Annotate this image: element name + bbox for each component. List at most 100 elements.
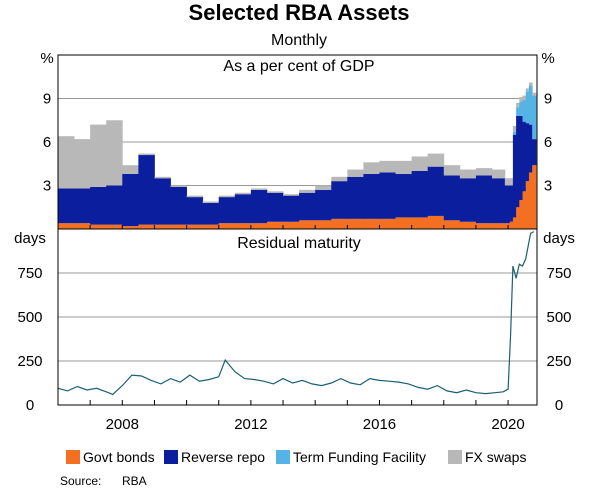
bar-govt-bonds — [331, 218, 348, 229]
top-right-tick-label: 9 — [544, 91, 552, 108]
bar-fx-swaps — [491, 169, 506, 179]
bar-term-funding-facility — [525, 91, 530, 124]
bar-reverse-repo — [266, 192, 284, 222]
x-tick-label: 2008 — [106, 416, 139, 433]
top-left-unit: % — [40, 50, 53, 67]
bar-reverse-repo — [443, 175, 461, 221]
bar-reverse-repo — [411, 171, 429, 218]
bar-govt-bonds — [283, 221, 300, 229]
bar-reverse-repo — [491, 178, 506, 224]
bar-fx-swaps — [528, 82, 533, 86]
bottom-right-tick-label: 750 — [546, 265, 571, 282]
bar-reverse-repo — [395, 173, 413, 218]
legend-item-term-funding-facility: Term Funding Facility — [276, 449, 426, 465]
bar-term-funding-facility — [519, 101, 523, 116]
bar-govt-bonds — [234, 223, 252, 229]
bar-govt-bonds — [504, 223, 511, 229]
bar-reverse-repo — [122, 173, 139, 227]
legend-label: Term Funding Facility — [293, 449, 426, 465]
bar-reverse-repo — [504, 185, 511, 224]
top-panel-title: As a per cent of GDP — [223, 58, 374, 75]
bar-reverse-repo — [519, 115, 523, 200]
bottom-right-unit: days — [543, 230, 575, 247]
bar-fx-swaps — [427, 153, 445, 167]
bar-term-funding-facility — [532, 95, 537, 140]
legend-swatch — [276, 450, 290, 464]
bar-govt-bonds — [509, 221, 514, 229]
bar-reverse-repo — [331, 181, 348, 219]
bar-reverse-repo — [299, 192, 316, 221]
bar-reverse-repo — [522, 121, 527, 192]
bar-govt-bonds — [411, 217, 429, 229]
bar-fx-swaps — [532, 92, 537, 96]
bar-fx-swaps — [202, 201, 220, 203]
bar-reverse-repo — [106, 185, 123, 225]
bar-govt-bonds — [363, 218, 380, 229]
bar-reverse-repo — [528, 124, 533, 173]
bar-reverse-repo — [532, 139, 537, 166]
bar-fx-swaps — [519, 97, 523, 102]
bar-fx-swaps — [379, 160, 396, 173]
bar-govt-bonds — [525, 181, 530, 229]
bar-govt-bonds — [528, 172, 533, 229]
bar-fx-swaps — [170, 185, 187, 187]
bar-reverse-repo — [202, 202, 220, 225]
bar-term-funding-facility — [512, 131, 517, 135]
bar-govt-bonds — [516, 207, 520, 229]
top-right-tick-label: 3 — [544, 178, 552, 195]
bar-govt-bonds — [459, 221, 477, 229]
legend-item-reverse-repo: Reverse repo — [164, 449, 265, 465]
bar-govt-bonds — [90, 224, 107, 229]
x-tick-label: 2012 — [234, 416, 267, 433]
bar-govt-bonds — [475, 223, 493, 229]
x-axis: 2008 2012 2016 2020 — [57, 225, 525, 433]
bottom-left-tick-label: 250 — [17, 353, 42, 370]
source-value: RBA — [122, 474, 147, 488]
legend-swatch — [448, 450, 462, 464]
bar-reverse-repo — [154, 178, 171, 225]
legend-label: Govt bonds — [83, 449, 155, 465]
bar-reverse-repo — [459, 178, 477, 222]
bar-fx-swaps — [509, 178, 514, 186]
bar-fx-swaps — [250, 188, 268, 190]
bar-govt-bonds — [519, 200, 523, 229]
bottom-right-tick-label: 500 — [546, 309, 571, 326]
bottom-panel-title: Residual maturity — [237, 235, 361, 252]
x-tick-label: 2020 — [491, 416, 524, 433]
top-left-tick-label: 3 — [43, 178, 51, 195]
bar-reverse-repo — [74, 188, 91, 224]
bar-reverse-repo — [250, 189, 268, 224]
bar-reverse-repo — [379, 172, 396, 219]
bar-govt-bonds — [266, 221, 284, 229]
bar-reverse-repo — [186, 197, 204, 225]
bar-govt-bonds — [522, 191, 527, 229]
legend: Govt bonds Reverse repo Term Funding Facil… — [66, 449, 526, 465]
bar-fx-swaps — [154, 176, 171, 179]
bar-reverse-repo — [512, 134, 517, 218]
bar-reverse-repo — [347, 176, 364, 219]
bottom-gridlines — [58, 272, 537, 362]
bar-govt-bonds — [74, 223, 91, 229]
bar-govt-bonds — [299, 220, 316, 229]
bar-govt-bonds — [512, 217, 517, 229]
bar-govt-bonds — [122, 226, 139, 229]
bar-reverse-repo — [218, 197, 236, 224]
bar-reverse-repo — [363, 173, 380, 219]
bottom-tick-labels: 0 0 250 250 500 500 750 750 — [17, 265, 571, 414]
residual-maturity-line — [57, 231, 535, 396]
top-left-tick-label: 9 — [43, 91, 51, 108]
bar-govt-bonds — [427, 215, 445, 229]
bar-fx-swaps — [504, 178, 511, 186]
bar-govt-bonds — [491, 223, 506, 229]
bar-fx-swaps — [443, 165, 461, 176]
bar-fx-swaps — [58, 136, 75, 189]
bar-term-funding-facility — [516, 107, 520, 116]
bar-reverse-repo — [138, 155, 155, 225]
top-left-tick-label: 6 — [43, 134, 51, 151]
bar-govt-bonds — [532, 165, 537, 229]
bar-reverse-repo — [170, 186, 187, 225]
bottom-left-tick-label: 500 — [17, 309, 42, 326]
legend-swatch — [66, 450, 80, 464]
bar-reverse-repo — [58, 188, 75, 224]
bar-fx-swaps — [74, 139, 91, 189]
